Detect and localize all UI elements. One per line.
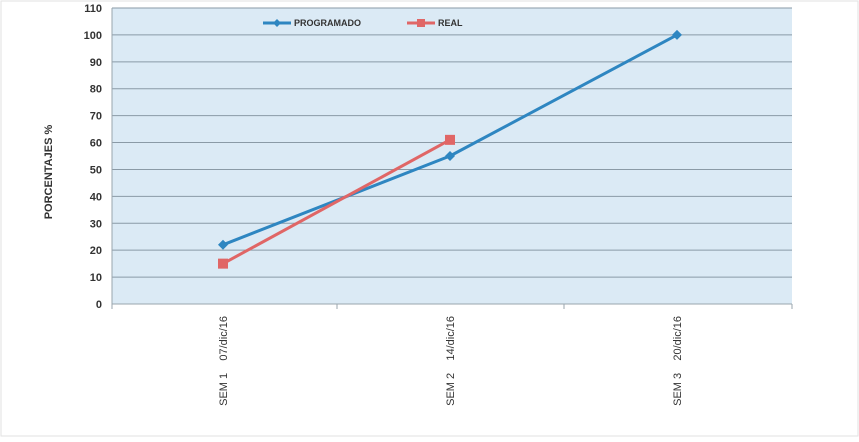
data-point bbox=[218, 239, 228, 250]
y-tick-label: 70 bbox=[90, 111, 102, 123]
series-line bbox=[222, 138, 451, 265]
legend: PROGRAMADO REAL bbox=[263, 18, 463, 28]
series-real bbox=[218, 134, 455, 269]
legend-marker bbox=[417, 19, 425, 27]
y-tick-label: 30 bbox=[90, 218, 102, 230]
axes: 0 10 20 30 40 50 60 70 80 90 100 110 SEM 1 07/dic/16… bbox=[84, 3, 793, 406]
y-tick-label: 60 bbox=[90, 138, 102, 150]
y-tick-label: 40 bbox=[90, 191, 102, 203]
data-point bbox=[445, 151, 455, 161]
data-point bbox=[672, 29, 682, 40]
data-point bbox=[218, 258, 228, 269]
y-tick-label: 0 bbox=[96, 299, 102, 311]
series-programado bbox=[218, 29, 682, 250]
legend-marker bbox=[273, 19, 281, 27]
y-axis-label: PORCENTAJES % bbox=[43, 125, 55, 220]
x-category-label: SEM 1 07/dic/16 bbox=[218, 316, 230, 406]
series bbox=[218, 29, 682, 269]
y-tick-label: 50 bbox=[90, 164, 102, 176]
y-tick-label: 10 bbox=[90, 272, 102, 284]
x-category-label: SEM 2 14/dic/16 bbox=[445, 316, 457, 406]
legend-item-programado: PROGRAMADO bbox=[263, 18, 361, 28]
y-tick-label: 110 bbox=[84, 3, 102, 15]
y-tick-label: 20 bbox=[90, 245, 102, 257]
x-category-label: SEM 3 20/dic/16 bbox=[672, 316, 684, 406]
legend-label: REAL bbox=[438, 18, 463, 28]
legend-item-real: REAL bbox=[407, 18, 463, 28]
data-point bbox=[445, 134, 455, 145]
y-tick-label: 80 bbox=[90, 84, 102, 96]
y-tick-label: 90 bbox=[90, 57, 102, 69]
legend-label: PROGRAMADO bbox=[294, 18, 361, 28]
y-tick-label: 100 bbox=[84, 30, 102, 42]
